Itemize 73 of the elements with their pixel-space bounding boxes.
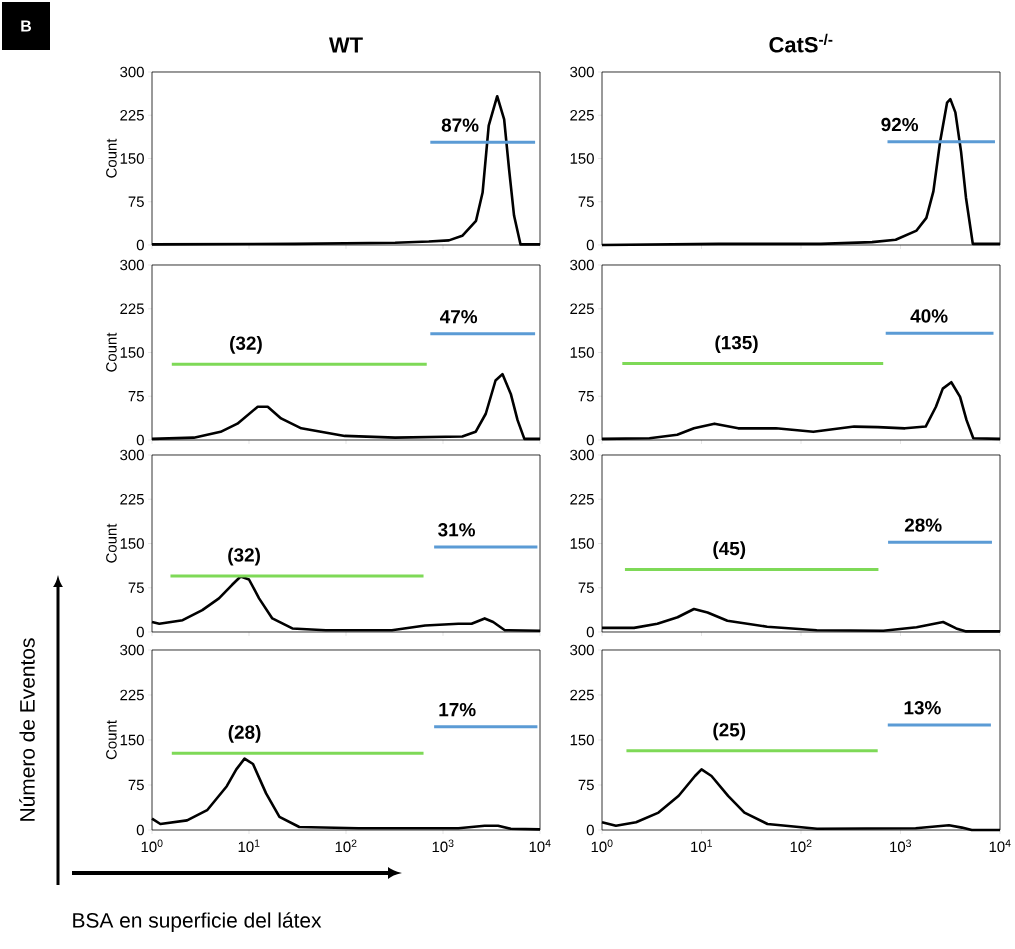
y-tick-label: 150 [570, 538, 594, 549]
y-axis-title: Count [106, 138, 117, 178]
y-axis-title: Count [106, 523, 117, 563]
x-tick-label: 10$^{4}$ [989, 839, 1011, 853]
annotation: 40% [910, 309, 948, 323]
y-tick-label: 300 [570, 259, 594, 271]
y-tick-label: 225 [120, 109, 144, 121]
annotation: 28% [904, 518, 942, 532]
y-tick-label: 75 [128, 582, 144, 593]
annotation: 31% [438, 523, 475, 537]
y-tick-label: 75 [578, 391, 594, 402]
annotation: (45) [713, 541, 746, 559]
y-tick-label: 75 [128, 196, 144, 207]
y-tick-label: 300 [570, 449, 594, 461]
x-tick-label: 10$^{3}$ [432, 839, 454, 853]
annotation: (28) [228, 725, 261, 743]
y-tick-label: 0 [586, 824, 594, 836]
y-tick-label: 0 [586, 626, 594, 638]
y-tick-label: 225 [570, 493, 594, 505]
y-tick-label: 0 [136, 824, 144, 836]
annotation: 17% [439, 702, 476, 717]
y-tick-label: 75 [128, 391, 144, 402]
y-tick-label: 300 [120, 66, 144, 78]
y-tick-label: 150 [570, 734, 594, 746]
y-tick-label: 225 [570, 689, 594, 701]
y-tick-label: 225 [570, 109, 594, 121]
annotation: 13% [904, 701, 941, 715]
y-tick-label: 150 [120, 347, 144, 358]
annotation: 47% [439, 309, 478, 324]
y-tick-label: 300 [570, 66, 594, 78]
y-tick-label: 225 [120, 493, 144, 505]
annotation: (25) [713, 722, 746, 741]
y-tick-label: 75 [578, 582, 594, 593]
y-tick-label: 0 [136, 434, 144, 446]
y-tick-label: 150 [570, 347, 594, 358]
x-tick-label: 10$^{1}$ [238, 839, 260, 853]
x-tick-label: 10$^{2}$ [790, 839, 812, 853]
y-tick-label: 0 [136, 239, 144, 251]
y-tick-label: 0 [136, 626, 144, 638]
x-tick-label: 10$^{0}$ [591, 839, 613, 853]
text: Número de Eventos [19, 638, 35, 821]
text: B [21, 20, 32, 32]
y-tick-label: 225 [120, 689, 144, 701]
x-tick-label: 10$^{1}$ [691, 839, 712, 853]
y-tick-label: 300 [120, 259, 144, 271]
y-tick-label: 225 [120, 303, 144, 315]
annotation: 87% [441, 118, 479, 132]
annotation: (135) [715, 335, 758, 354]
y-tick-label: 0 [586, 239, 594, 251]
chart-title: WT [328, 37, 363, 53]
y-tick-label: 150 [120, 153, 144, 164]
chart-title: CatS$^{-/-}$ [769, 33, 833, 53]
y-tick-label: 0 [586, 434, 594, 446]
y-tick-label: 150 [120, 734, 144, 746]
text: BSA en superficie del látex [73, 912, 322, 932]
y-tick-label: 150 [570, 153, 594, 164]
y-tick-label: 225 [570, 303, 594, 315]
annotation: (32) [230, 335, 262, 354]
y-axis-title: Count [106, 332, 117, 372]
y-axis-title: Count [106, 720, 117, 760]
x-tick-label: 10$^{0}$ [141, 839, 163, 853]
y-tick-label: 300 [120, 644, 144, 656]
y-tick-label: 75 [128, 779, 144, 791]
y-tick-label: 75 [578, 779, 594, 791]
annotation: (32) [228, 547, 260, 566]
y-tick-label: 300 [570, 644, 594, 656]
x-tick-label: 10$^{3}$ [890, 839, 912, 853]
y-tick-label: 150 [120, 538, 144, 549]
y-tick-label: 75 [578, 196, 594, 207]
x-tick-label: 10$^{4}$ [529, 839, 551, 853]
y-tick-label: 300 [120, 449, 144, 461]
x-tick-label: 10$^{2}$ [335, 839, 357, 853]
annotation: 92% [881, 117, 919, 132]
